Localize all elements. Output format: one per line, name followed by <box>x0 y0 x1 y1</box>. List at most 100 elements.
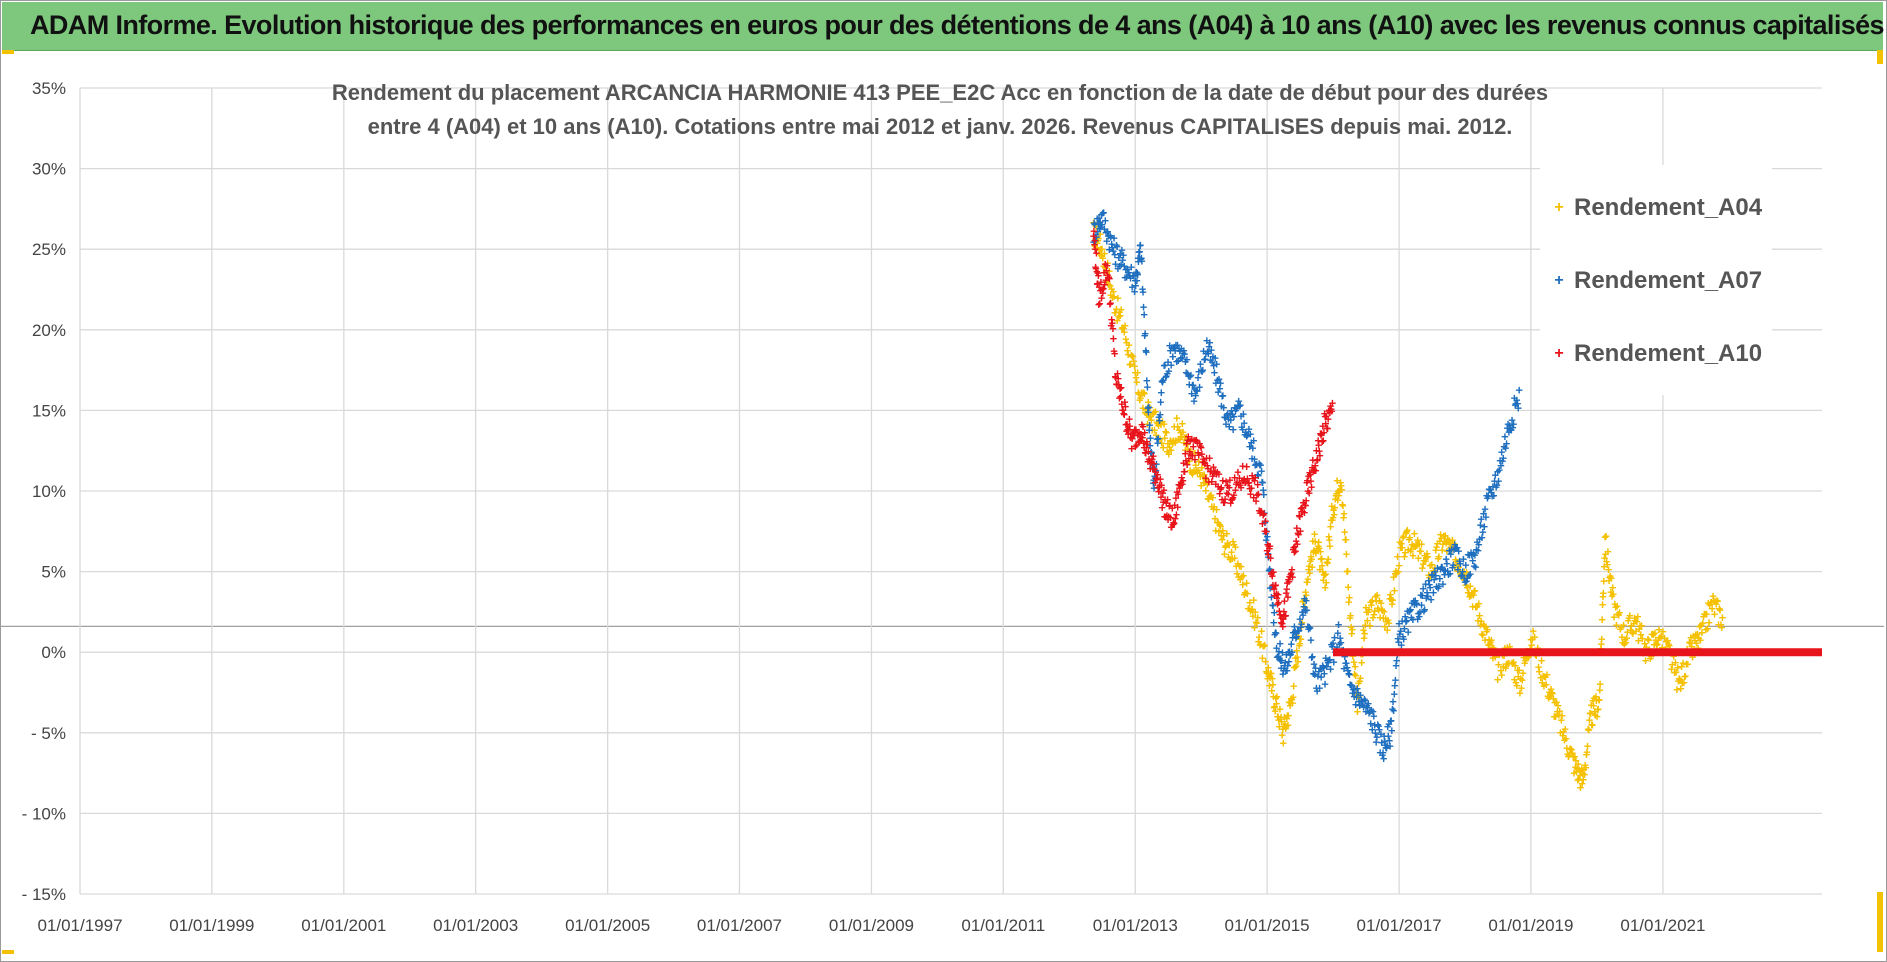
data-point: + <box>1587 698 1595 713</box>
data-point: + <box>1606 568 1614 583</box>
data-point: + <box>1331 500 1339 515</box>
data-point: + <box>1323 575 1331 590</box>
data-point: + <box>1439 537 1447 552</box>
data-point: + <box>1317 544 1325 559</box>
data-point: + <box>1146 418 1154 433</box>
data-point: + <box>1518 681 1526 696</box>
data-point: + <box>1710 593 1718 608</box>
data-point: + <box>1395 616 1403 631</box>
data-point: + <box>1301 591 1309 606</box>
data-point: + <box>1374 600 1382 615</box>
data-point: + <box>1404 625 1412 640</box>
data-point: + <box>1498 667 1506 682</box>
data-point: + <box>1355 676 1363 691</box>
data-point: + <box>1159 414 1167 429</box>
data-point: + <box>1322 650 1330 665</box>
data-point: + <box>1277 653 1285 668</box>
data-point: + <box>1329 636 1337 651</box>
x-tick-label: 01/01/2001 <box>301 916 386 935</box>
data-point: + <box>1102 225 1110 240</box>
data-point: + <box>1160 417 1168 432</box>
data-point: + <box>1634 609 1642 624</box>
data-point: + <box>1207 487 1215 502</box>
data-point: + <box>1189 378 1197 393</box>
data-point: + <box>1392 672 1400 687</box>
data-point: + <box>1321 676 1329 691</box>
data-point: + <box>1511 672 1519 687</box>
data-point: + <box>1376 610 1384 625</box>
data-point: + <box>1205 346 1213 361</box>
data-point: + <box>1323 555 1331 570</box>
data-point: + <box>1676 672 1684 687</box>
data-point: + <box>1315 664 1323 679</box>
data-point: + <box>1174 499 1182 514</box>
data-point: + <box>1178 350 1186 365</box>
data-point: + <box>1380 610 1388 625</box>
data-point: + <box>1413 538 1421 553</box>
data-point: + <box>1379 745 1387 760</box>
data-point: + <box>1692 627 1700 642</box>
data-point: + <box>1319 658 1327 673</box>
data-point: + <box>1346 590 1354 605</box>
data-point: + <box>1185 368 1193 383</box>
data-point: + <box>1661 630 1669 645</box>
x-tick-label: 01/01/2017 <box>1357 916 1442 935</box>
data-point: + <box>1264 671 1272 686</box>
data-point: + <box>1386 591 1394 606</box>
data-point: + <box>1167 343 1175 358</box>
data-point: + <box>1501 640 1509 655</box>
data-point: + <box>1140 307 1148 322</box>
data-point: + <box>1261 505 1269 520</box>
data-point: + <box>1165 363 1173 378</box>
data-point: + <box>1368 703 1376 718</box>
data-point: + <box>1106 278 1114 293</box>
data-point: + <box>1201 475 1209 490</box>
data-point: + <box>1620 617 1628 632</box>
data-point: + <box>1464 585 1472 600</box>
data-point: + <box>1272 690 1280 705</box>
data-point: + <box>1335 488 1343 503</box>
data-point: + <box>1471 547 1479 562</box>
data-point: + <box>1572 753 1580 768</box>
data-point: + <box>1418 598 1426 613</box>
data-point: + <box>1573 764 1581 779</box>
data-point: + <box>1649 627 1657 642</box>
data-point: + <box>1096 215 1104 230</box>
data-point: + <box>1704 621 1712 636</box>
data-point: + <box>1395 635 1403 650</box>
data-point: + <box>1269 598 1277 613</box>
y-tick-label: 10% <box>32 482 66 501</box>
data-point: + <box>1602 528 1610 543</box>
data-point: + <box>1391 583 1399 598</box>
data-point: + <box>1628 618 1636 633</box>
data-point: + <box>1118 243 1126 258</box>
data-point: + <box>1353 689 1361 704</box>
data-point: + <box>1118 321 1126 336</box>
data-point: + <box>1339 497 1347 512</box>
data-point: + <box>1240 587 1248 602</box>
data-point: + <box>1599 597 1607 612</box>
data-point: + <box>1452 552 1460 567</box>
data-point: + <box>1364 605 1372 620</box>
data-point: + <box>1715 601 1723 616</box>
data-point: + <box>1383 614 1391 629</box>
data-point: + <box>1218 388 1226 403</box>
data-point: + <box>1113 238 1121 253</box>
data-point: + <box>1147 430 1155 445</box>
data-point: + <box>1318 551 1326 566</box>
data-point: + <box>1092 219 1100 234</box>
data-point: + <box>1284 658 1292 673</box>
data-point: + <box>1156 413 1164 428</box>
data-point: + <box>1650 637 1658 652</box>
data-point: + <box>1543 667 1551 682</box>
data-point: + <box>1211 351 1219 366</box>
data-point: + <box>1184 366 1192 381</box>
data-point: + <box>1183 352 1191 367</box>
data-point: + <box>1441 567 1449 582</box>
data-point: + <box>1275 649 1283 664</box>
data-point: + <box>1567 741 1575 756</box>
data-point: + <box>1442 536 1450 551</box>
data-point: + <box>1205 491 1213 506</box>
data-point: + <box>1211 511 1219 526</box>
data-point: + <box>1475 537 1483 552</box>
